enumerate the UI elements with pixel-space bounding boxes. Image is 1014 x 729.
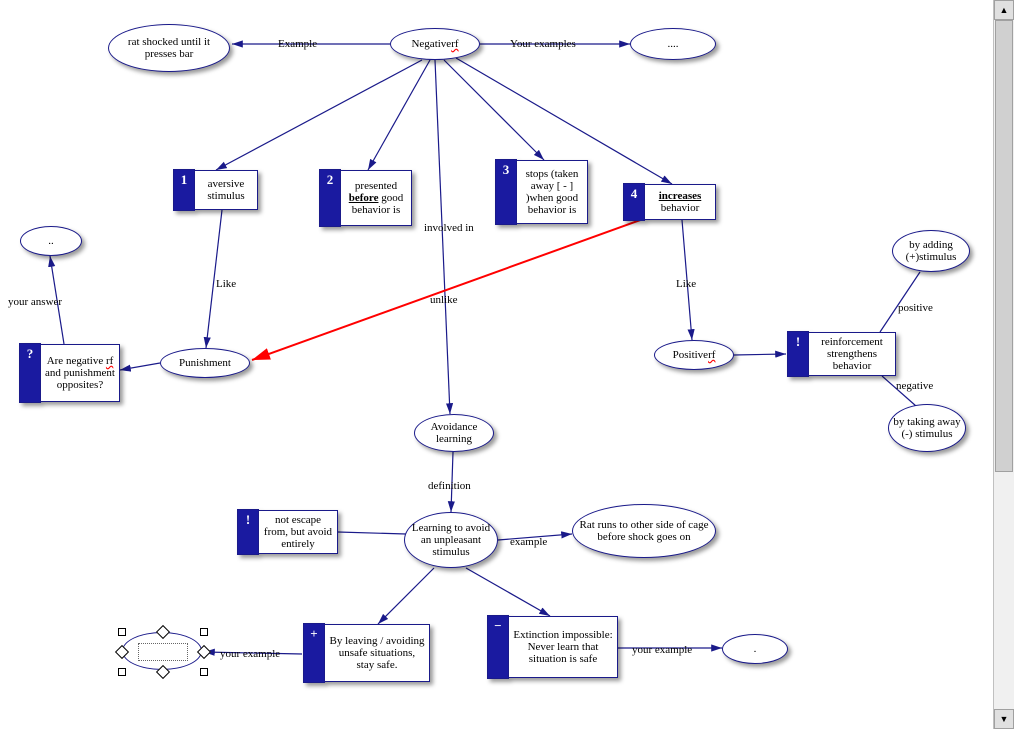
edge-label: unlike: [430, 294, 458, 306]
node-not_escape[interactable]: not escape from, but avoid entirely!: [258, 510, 338, 554]
edge-label: your example: [632, 644, 692, 656]
edge-label: your answer: [8, 296, 62, 308]
badge-+: +: [303, 623, 325, 683]
badge-!: !: [787, 331, 809, 377]
node-rat_shocked[interactable]: rat shocked until it presses bar: [108, 24, 230, 72]
selection-handle[interactable]: [118, 628, 126, 636]
node-punishment[interactable]: Punishment: [160, 348, 250, 378]
node-by_leaving[interactable]: By leaving / avoiding unsafe situations,…: [324, 624, 430, 682]
node-text: Extinction impossible: Never learn that …: [513, 629, 613, 665]
selection-handle[interactable]: [200, 668, 208, 676]
edge-negative_rf-stops_taken: [444, 60, 544, 160]
badge-3: 3: [495, 159, 517, 225]
edge-label: Example: [278, 38, 317, 50]
vertical-scrollbar[interactable]: ▲ ▼: [993, 0, 1014, 729]
badge-?: ?: [19, 343, 41, 403]
edge-increases_behavior-punishment: [252, 218, 646, 360]
node-text: reinforcement strengthens behavior: [813, 336, 891, 372]
edge-negative_rf-avoidance: [435, 60, 450, 414]
badge-1: 1: [173, 169, 195, 211]
node-text: presented before good behavior is: [345, 180, 407, 216]
scroll-down-button[interactable]: ▼: [994, 709, 1014, 729]
node-text: not escape from, but avoid entirely: [263, 514, 333, 550]
selection-handle[interactable]: [118, 668, 126, 676]
edge-label: Like: [676, 278, 696, 290]
selection-rect: [138, 643, 188, 662]
node-your_examples_blank[interactable]: ....: [630, 28, 716, 60]
scroll-up-button[interactable]: ▲: [994, 0, 1014, 20]
edge-learning_avoid-by_leaving: [378, 568, 434, 624]
badge-−: −: [487, 615, 509, 679]
node-learning_avoid[interactable]: Learning to avoid an unpleasant stimulus: [404, 512, 498, 568]
node-are_neg_opp[interactable]: Are negative rf and punishment opposites…: [40, 344, 120, 402]
edge-learning_avoid-not_escape: [338, 532, 406, 534]
diagram-canvas: Negativerf rat shocked until it presses b…: [0, 0, 994, 729]
node-text: increases behavior: [649, 190, 711, 214]
node-stops_taken[interactable]: stops (taken away [ - ] )when good behav…: [516, 160, 588, 224]
edge-punishment-are_neg_opp: [120, 363, 160, 370]
node-by_taking[interactable]: by taking away (-) stimulus: [888, 404, 966, 452]
node-text: Are negative rf and punishment opposites…: [45, 355, 115, 391]
scroll-thumb[interactable]: [995, 20, 1013, 472]
node-text: By leaving / avoiding unsafe situations,…: [329, 635, 425, 671]
edge-label: Your examples: [510, 38, 576, 50]
selection-handle[interactable]: [200, 628, 208, 636]
node-text: stops (taken away [ - ] )when good behav…: [521, 168, 583, 216]
node-by_adding[interactable]: by adding (+)stimulus: [892, 230, 970, 272]
node-negative_rf[interactable]: Negativerf: [390, 28, 480, 60]
badge-!: !: [237, 509, 259, 555]
edge-negative_rf-aversive: [216, 60, 422, 170]
node-text: aversive stimulus: [199, 178, 253, 202]
edge-label: definition: [428, 480, 471, 492]
node-increases_behavior[interactable]: increases behavior4: [644, 184, 716, 220]
edge-label: your example: [220, 648, 280, 660]
edge-label: example: [510, 536, 547, 548]
edge-label: Like: [216, 278, 236, 290]
edge-label: negative: [896, 380, 933, 392]
edge-positive_rf-reinf_strength: [734, 354, 786, 355]
node-rat_runs[interactable]: Rat runs to other side of cage before sh…: [572, 504, 716, 558]
edge-learning_avoid-extinction: [466, 568, 550, 616]
edge-label: positive: [898, 302, 933, 314]
node-extinction[interactable]: Extinction impossible: Never learn that …: [508, 616, 618, 678]
node-dotdot[interactable]: ..: [20, 226, 82, 256]
node-reinf_strength[interactable]: reinforcement strengthens behavior!: [808, 332, 896, 376]
node-blank_right[interactable]: .: [722, 634, 788, 664]
badge-4: 4: [623, 183, 645, 221]
badge-2: 2: [319, 169, 341, 227]
scroll-track[interactable]: [994, 20, 1014, 709]
edge-label: involved in: [424, 222, 474, 234]
node-avoidance[interactable]: Avoidance learning: [414, 414, 494, 452]
node-aversive[interactable]: aversive stimulus1: [194, 170, 258, 210]
node-presented_before[interactable]: presented before good behavior is2: [340, 170, 412, 226]
node-positive_rf[interactable]: Positiverf: [654, 340, 734, 370]
edge-negative_rf-presented_before: [368, 60, 430, 170]
